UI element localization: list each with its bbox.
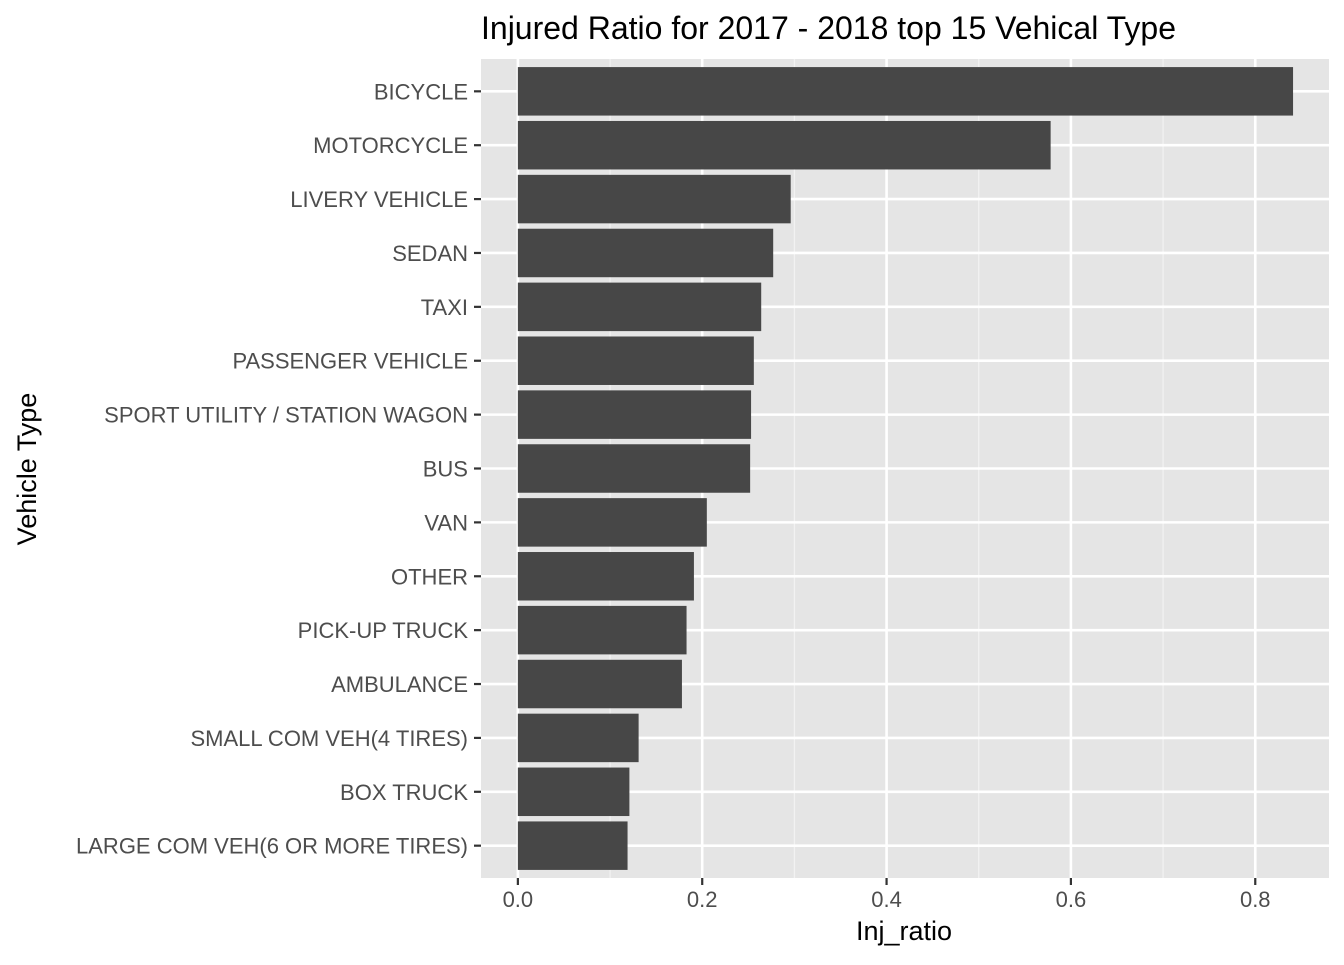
y-axis-title: Vehicle Type [12,393,42,546]
bar [517,174,791,224]
bar [517,390,752,439]
y-tick-label: PICK-UP TRUCK [298,618,469,643]
y-tick-label: LARGE COM VEH(6 OR MORE TIRES) [76,834,468,859]
y-tick-label: PASSENGER VEHICLE [232,349,468,374]
bar [517,336,754,385]
y-tick-label: OTHER [391,564,468,589]
y-tick-label: BUS [423,457,468,482]
bar [517,605,687,655]
y-tick-label: BOX TRUCK [340,780,468,805]
y-tick-label: VAN [424,510,468,535]
bar [517,444,751,493]
y-tick-label: BICYCLE [374,79,468,104]
x-axis-title: Inj_ratio [856,916,952,946]
bar [517,713,639,763]
bar [517,228,774,278]
bar [517,498,707,547]
y-tick-label: AMBULANCE [331,672,468,697]
y-tick-label: SPORT UTILITY / STATION WAGON [104,403,468,428]
y-tick-label: TAXI [421,295,468,320]
y-axis: BICYCLE MOTORCYCLE LIVERY VEHICLE SEDAN TAXI… [76,79,481,859]
bar [517,67,1294,116]
bars [517,67,1294,870]
bar [517,120,1051,170]
y-tick-label: MOTORCYCLE [313,133,468,158]
x-tick-label: 0.8 [1240,887,1271,912]
x-axis: 0.0 0.2 0.4 0.6 0.8 [503,878,1271,912]
bar [517,821,628,870]
x-tick-label: 0.6 [1056,887,1087,912]
chart-title: Injured Ratio for 2017 - 2018 top 15 Veh… [481,10,1176,46]
x-tick-label: 0.0 [503,887,534,912]
y-tick-label: LIVERY VEHICLE [290,187,468,212]
x-tick-label: 0.4 [871,887,902,912]
bar [517,552,694,601]
bar [517,767,630,817]
y-tick-label: SEDAN [392,241,468,266]
x-tick-label: 0.2 [687,887,718,912]
y-tick-label: SMALL COM VEH(4 TIRES) [190,726,468,751]
bar [517,282,762,332]
bar [517,659,682,709]
